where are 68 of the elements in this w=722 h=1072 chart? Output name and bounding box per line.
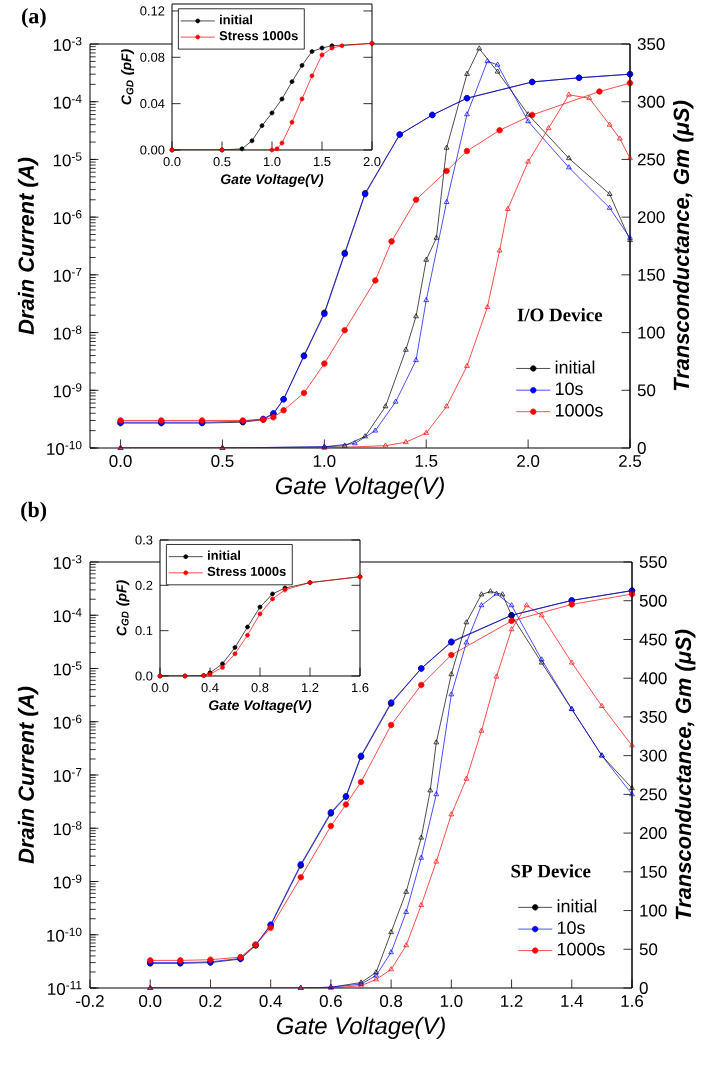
x-tick-label: 0.2 [199,995,222,1008]
y-tick-label: 10$^{-9}$ [53,874,82,889]
x-tick-label: 0.5 [211,455,234,468]
annotation: I/O Device [517,308,603,322]
x-tick-label: 1.2 [501,995,523,1007]
y-tick-label: 10$^{-3}$ [53,36,82,52]
y-axis-title: Drain Current (A) [17,686,39,864]
y2-tick-label: 50 [639,943,658,956]
x-tick-label: -0.2 [76,995,104,1008]
y-tick-label: 10$^{-5}$ [53,152,82,167]
x-tick-label: 1.0 [440,995,463,1008]
y-tick-label: 10$^{-7}$ [53,768,82,782]
y2-tick-label: 200 [637,211,665,224]
legend-label: 10s [557,921,585,935]
x-axis-title: Gate Voltage(V) [276,1016,445,1040]
y-tick-label: 10$^{-11}$ [48,981,82,995]
y2-tick-label: 250 [639,788,667,801]
y2-tick-label: 50 [637,384,656,397]
x-tick-label: 2.5 [619,455,642,468]
y-axis-title: Drain Current (A) [17,157,39,335]
y-tick-label: 10$^{-4}$ [53,608,82,623]
y2-tick-label: 0 [637,442,646,454]
y2-tick-label: 500 [639,594,667,607]
x-tick-label: 2.0 [517,455,540,468]
x-tick-label: 0.6 [319,995,342,1008]
legend-label: initial [557,899,597,913]
y-tick-label: 10$^{-9}$ [53,383,82,398]
y-tick-label: 10$^{-8}$ [53,821,82,836]
y2-tick-label: 250 [637,153,665,166]
x-tick-label: 0.8 [380,995,403,1008]
y-tick-label: 10$^{-10}$ [47,927,82,942]
legend-label: 1000s [557,942,605,956]
x-tick-label: 0.4 [259,995,282,1008]
y-tick-label: 10$^{-6}$ [53,714,82,729]
x-tick-label: 1.6 [621,995,644,1008]
chart-title: (a) [22,7,46,28]
y-tick-label: 10$^{-5}$ [53,661,82,676]
y-tick-label: 10$^{-7}$ [53,267,82,282]
x-axis-title: Gate Voltage(V) [275,476,444,500]
y2-tick-label: 300 [639,749,667,762]
chart-title: (b) [21,501,47,522]
y2-axis-title: Transconductance, Gm (μS) [675,629,696,920]
y2-tick-label: 200 [639,827,667,840]
y2-tick-label: 550 [639,556,667,568]
y2-axis-title: Transconductance, Gm (μS) [673,100,694,391]
y2-tick-label: 100 [638,326,665,339]
y2-tick-label: 350 [637,38,665,50]
y2-tick-label: 150 [640,865,667,878]
legend-label: initial [555,360,595,374]
legend-label: 10s [555,382,583,396]
x-tick-label: 1.5 [415,455,438,467]
y-tick-label: 10$^{-3}$ [53,554,82,570]
y2-tick-label: 300 [637,95,665,108]
y2-tick-label: 400 [639,672,667,685]
y-tick-label: 10$^{-8}$ [53,325,82,340]
x-tick-label: 1.0 [313,455,336,468]
y2-tick-label: 350 [639,710,667,723]
y-tick-label: 10$^{-4}$ [53,94,82,109]
y2-tick-label: 100 [640,904,667,917]
y2-tick-label: 150 [638,268,665,281]
legend-label: 1000s [555,403,603,417]
annotation: SP Device [511,864,591,878]
x-tick-label: 1.4 [561,995,584,1007]
y2-tick-label: 0 [639,982,648,994]
y-tick-label: 10$^{-10}$ [47,440,82,456]
y-tick-label: 10$^{-6}$ [53,210,82,225]
y2-tick-label: 450 [639,633,667,646]
x-tick-label: 0.0 [109,455,132,468]
